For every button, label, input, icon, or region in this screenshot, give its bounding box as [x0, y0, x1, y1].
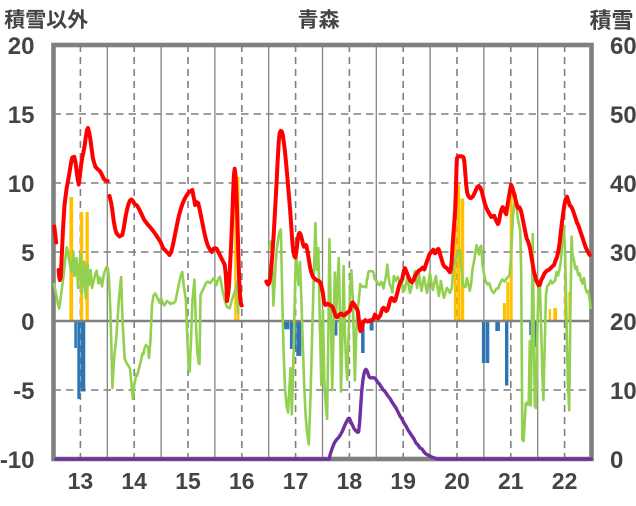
svg-text:14: 14	[121, 468, 147, 494]
svg-text:10: 10	[8, 171, 35, 198]
svg-text:19: 19	[390, 468, 416, 494]
svg-text:21: 21	[498, 468, 524, 494]
svg-text:20: 20	[444, 468, 470, 494]
svg-text:-5: -5	[13, 378, 34, 405]
svg-text:15: 15	[175, 468, 201, 494]
svg-text:20: 20	[8, 33, 35, 60]
svg-text:60: 60	[610, 33, 636, 60]
svg-text:16: 16	[229, 468, 255, 494]
svg-text:15: 15	[8, 102, 35, 129]
svg-text:30: 30	[610, 240, 636, 267]
svg-text:0: 0	[21, 309, 34, 336]
svg-text:17: 17	[283, 468, 309, 494]
svg-text:5: 5	[21, 240, 34, 267]
svg-text:0: 0	[610, 447, 623, 474]
svg-text:-10: -10	[0, 447, 35, 474]
svg-text:10: 10	[610, 378, 636, 405]
svg-text:50: 50	[610, 102, 636, 129]
svg-text:20: 20	[610, 309, 636, 336]
svg-text:18: 18	[337, 468, 363, 494]
svg-text:22: 22	[552, 468, 578, 494]
svg-text:13: 13	[68, 468, 94, 494]
svg-text:40: 40	[610, 171, 636, 198]
